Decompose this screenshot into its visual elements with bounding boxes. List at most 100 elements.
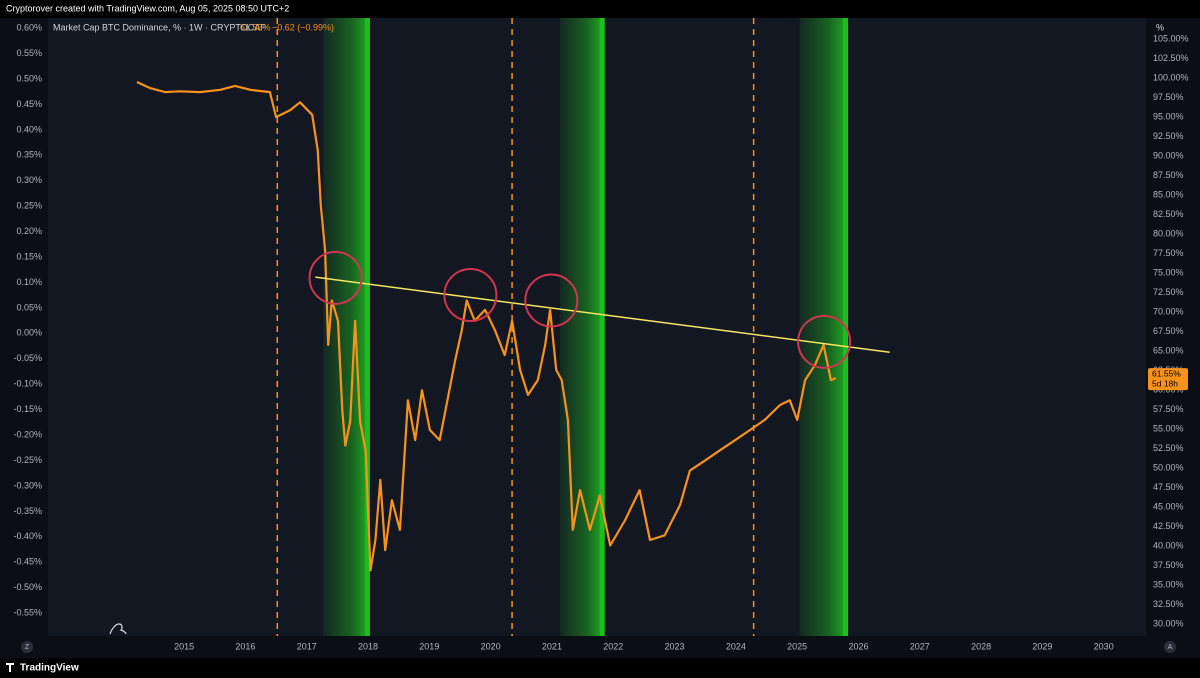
right-button[interactable]: A [1168, 644, 1173, 651]
y2-tick-label: 0.40% [16, 124, 42, 134]
y-tick-label: 50.00% [1153, 463, 1184, 473]
y2-tick-label: 0.20% [16, 226, 42, 236]
y-tick-label: 102.50% [1153, 53, 1189, 63]
price-tag-value: 61.55% [1152, 368, 1181, 378]
left-button[interactable]: Z [25, 644, 30, 651]
y2-tick-label: 0.60% [16, 23, 42, 33]
footer: TradingView [20, 663, 79, 674]
x-tick-label: 2019 [419, 641, 439, 651]
y-tick-label: 30.00% [1153, 619, 1184, 629]
band-edge [364, 18, 370, 636]
mascot [109, 623, 127, 635]
y-tick-label: 105.00% [1153, 33, 1189, 43]
x-tick-label: 2028 [971, 641, 991, 651]
y-tick-label: 55.00% [1153, 424, 1184, 434]
price-tag [1148, 368, 1188, 391]
y2-tick-label: -0.25% [13, 455, 42, 465]
y2-tick-label: -0.35% [13, 506, 42, 516]
data-line [136, 81, 837, 572]
plot [136, 18, 890, 636]
x-tick-label: 2029 [1032, 641, 1052, 651]
highlight-circle [524, 273, 579, 328]
y-tick-label: 85.00% [1153, 190, 1184, 200]
highlight-band [799, 18, 849, 636]
header: Cryptorover created with TradingView.com… [6, 3, 289, 13]
price-tag-countdown: 5d 18h [1152, 378, 1178, 388]
y-tick-label: 57.50% [1153, 404, 1184, 414]
y2-tick-label: -0.10% [13, 379, 42, 389]
y-tick-label: 32.50% [1153, 599, 1184, 609]
last-value: 61.55% [240, 22, 271, 32]
y2-tick-label: 0.15% [16, 251, 42, 261]
x-tick-label: 2027 [910, 641, 930, 651]
y2-tick-label: -0.40% [13, 531, 42, 541]
y-tick-label: 35.00% [1153, 580, 1184, 590]
right-axis-area [1146, 18, 1200, 658]
x-tick-label: 2020 [481, 641, 501, 651]
y-tick-label: 52.50% [1153, 443, 1184, 453]
y-tick-label: 97.50% [1153, 92, 1184, 102]
y2-tick-label: 0.45% [16, 99, 42, 109]
x-tick-label: 2021 [542, 641, 562, 651]
y2-tick-label: -0.15% [13, 404, 42, 414]
y2-tick-label: 0.35% [16, 150, 42, 160]
y2-tick-label: 0.05% [16, 302, 42, 312]
y-tick-label: 100.00% [1153, 72, 1189, 82]
y2-tick-label: -0.55% [13, 607, 42, 617]
highlight-circle [443, 268, 498, 323]
time-axis-area [48, 636, 1146, 658]
y-tick-label: 95.00% [1153, 111, 1184, 121]
x-tick-label: 2015 [174, 641, 194, 651]
band-edge [599, 18, 605, 636]
logo [6, 663, 14, 672]
y-tick-label: 75.00% [1153, 268, 1184, 278]
trendline [315, 276, 890, 353]
y2-tick-label: 0.55% [16, 48, 42, 58]
y-tick-label: 42.50% [1153, 521, 1184, 531]
y2-tick-label: 0.25% [16, 201, 42, 211]
x-tick-label: 2030 [1094, 641, 1114, 651]
highlight-band [559, 18, 605, 636]
x-tick-label: 2016 [235, 641, 255, 651]
y-tick-label: 90.00% [1153, 150, 1184, 160]
x-tick-label: 2024 [726, 641, 746, 651]
y2-tick-label: 0.00% [16, 328, 42, 338]
y-tick-label: 77.50% [1153, 248, 1184, 258]
y-tick-label: 65.00% [1153, 346, 1184, 356]
x-tick-label: 2017 [297, 641, 317, 651]
x-tick-label: 2022 [603, 641, 623, 651]
y2-tick-label: -0.45% [13, 557, 42, 567]
y-tick-label: 72.50% [1153, 287, 1184, 297]
button-bg[interactable] [1164, 641, 1176, 653]
left-axis-area [0, 18, 48, 658]
y2-tick-label: 0.30% [16, 175, 42, 185]
x-tick-label: 2026 [848, 641, 868, 651]
y-tick-label: 82.50% [1153, 209, 1184, 219]
y-tick-label: 92.50% [1153, 131, 1184, 141]
x-tick-label: 2025 [787, 641, 807, 651]
highlight-circle [308, 250, 363, 305]
unit-button[interactable]: % [1156, 22, 1164, 32]
x-tick-label: 2018 [358, 641, 378, 651]
y2-tick-label: 0.10% [16, 277, 42, 287]
y-tick-label: 80.00% [1153, 229, 1184, 239]
change: −0.62 (−0.99%) [272, 22, 334, 32]
y2-tick-label: -0.30% [13, 480, 42, 490]
y-tick-label: 40.00% [1153, 541, 1184, 551]
highlight-circle [797, 314, 852, 369]
y2-tick-label: -0.20% [13, 429, 42, 439]
y2-tick-label: -0.50% [13, 582, 42, 592]
y2-tick-label: -0.05% [13, 353, 42, 363]
button-bg[interactable] [21, 641, 33, 653]
x-tick-label: 2023 [665, 641, 685, 651]
highlight-band [323, 18, 370, 636]
y-tick-label: 45.00% [1153, 502, 1184, 512]
chart-title: Market Cap BTC Dominance, % · 1W · CRYPT… [53, 22, 266, 32]
y-tick-label: 47.50% [1153, 482, 1184, 492]
y-tick-label: 37.50% [1153, 560, 1184, 570]
y-tick-label: 87.50% [1153, 170, 1184, 180]
y-tick-label: 67.50% [1153, 326, 1184, 336]
y2-tick-label: 0.50% [16, 73, 42, 83]
